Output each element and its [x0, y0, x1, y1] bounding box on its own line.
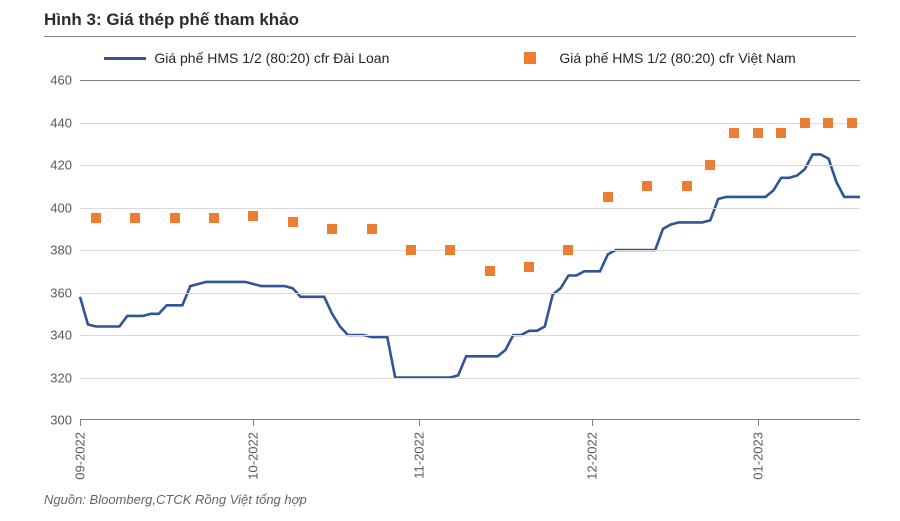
series-marker [209, 213, 219, 223]
legend-label-line: Giá phế HMS 1/2 (80:20) cfr Đài Loan [154, 50, 389, 66]
y-axis-label: 380 [50, 243, 72, 258]
gridline [80, 293, 860, 294]
plot-area: 30032034036038040042044046009-202210-202… [80, 80, 860, 420]
x-tick [80, 420, 81, 426]
y-axis-label: 300 [50, 413, 72, 428]
series-marker [729, 128, 739, 138]
figure-container: Hình 3: Giá thép phế tham khảo Giá phế H… [0, 0, 900, 521]
gridline [80, 378, 860, 379]
series-marker [288, 217, 298, 227]
series-marker [367, 224, 377, 234]
y-axis-label: 460 [50, 73, 72, 88]
title-rule [44, 36, 856, 37]
x-tick [758, 420, 759, 426]
series-marker [485, 266, 495, 276]
series-marker [327, 224, 337, 234]
y-axis-label: 440 [50, 115, 72, 130]
x-tick [253, 420, 254, 426]
y-axis-label: 320 [50, 370, 72, 385]
y-axis-label: 340 [50, 328, 72, 343]
x-axis-label: 01-2023 [750, 432, 765, 480]
chart-title: Hình 3: Giá thép phế tham khảo [44, 10, 299, 30]
series-marker [603, 192, 613, 202]
series-marker [563, 245, 573, 255]
series-marker [823, 118, 833, 128]
series-marker [248, 211, 258, 221]
x-axis-label: 12-2022 [585, 432, 600, 480]
x-tick [419, 420, 420, 426]
x-axis-label: 11-2022 [411, 432, 426, 479]
series-marker [753, 128, 763, 138]
series-marker [705, 160, 715, 170]
x-axis-label: 09-2022 [73, 432, 88, 480]
series-marker [170, 213, 180, 223]
gridline [80, 250, 860, 251]
series-marker [524, 262, 534, 272]
series-marker [800, 118, 810, 128]
legend-swatch-line [104, 57, 146, 60]
legend-item-line: Giá phế HMS 1/2 (80:20) cfr Đài Loan [104, 50, 389, 66]
series-marker [91, 213, 101, 223]
series-marker [445, 245, 455, 255]
legend-label-marker: Giá phế HMS 1/2 (80:20) cfr Việt Nam [559, 50, 795, 66]
source-caption: Nguồn: Bloomberg,CTCK Rồng Việt tổng hợp [44, 492, 307, 507]
series-line-path [80, 154, 860, 377]
y-axis-label: 400 [50, 200, 72, 215]
series-marker [682, 181, 692, 191]
y-axis-label: 420 [50, 158, 72, 173]
gridline [80, 123, 860, 124]
legend: Giá phế HMS 1/2 (80:20) cfr Đài Loan Giá… [0, 50, 900, 66]
gridline [80, 335, 860, 336]
gridline [80, 165, 860, 166]
series-marker [776, 128, 786, 138]
x-axis-label: 10-2022 [246, 432, 261, 480]
series-marker [406, 245, 416, 255]
legend-item-markers: Giá phế HMS 1/2 (80:20) cfr Việt Nam [509, 50, 795, 66]
legend-swatch-marker [509, 51, 551, 65]
y-axis-label: 360 [50, 285, 72, 300]
series-marker [847, 118, 857, 128]
series-marker [130, 213, 140, 223]
x-tick [592, 420, 593, 426]
series-marker [642, 181, 652, 191]
gridline [80, 208, 860, 209]
